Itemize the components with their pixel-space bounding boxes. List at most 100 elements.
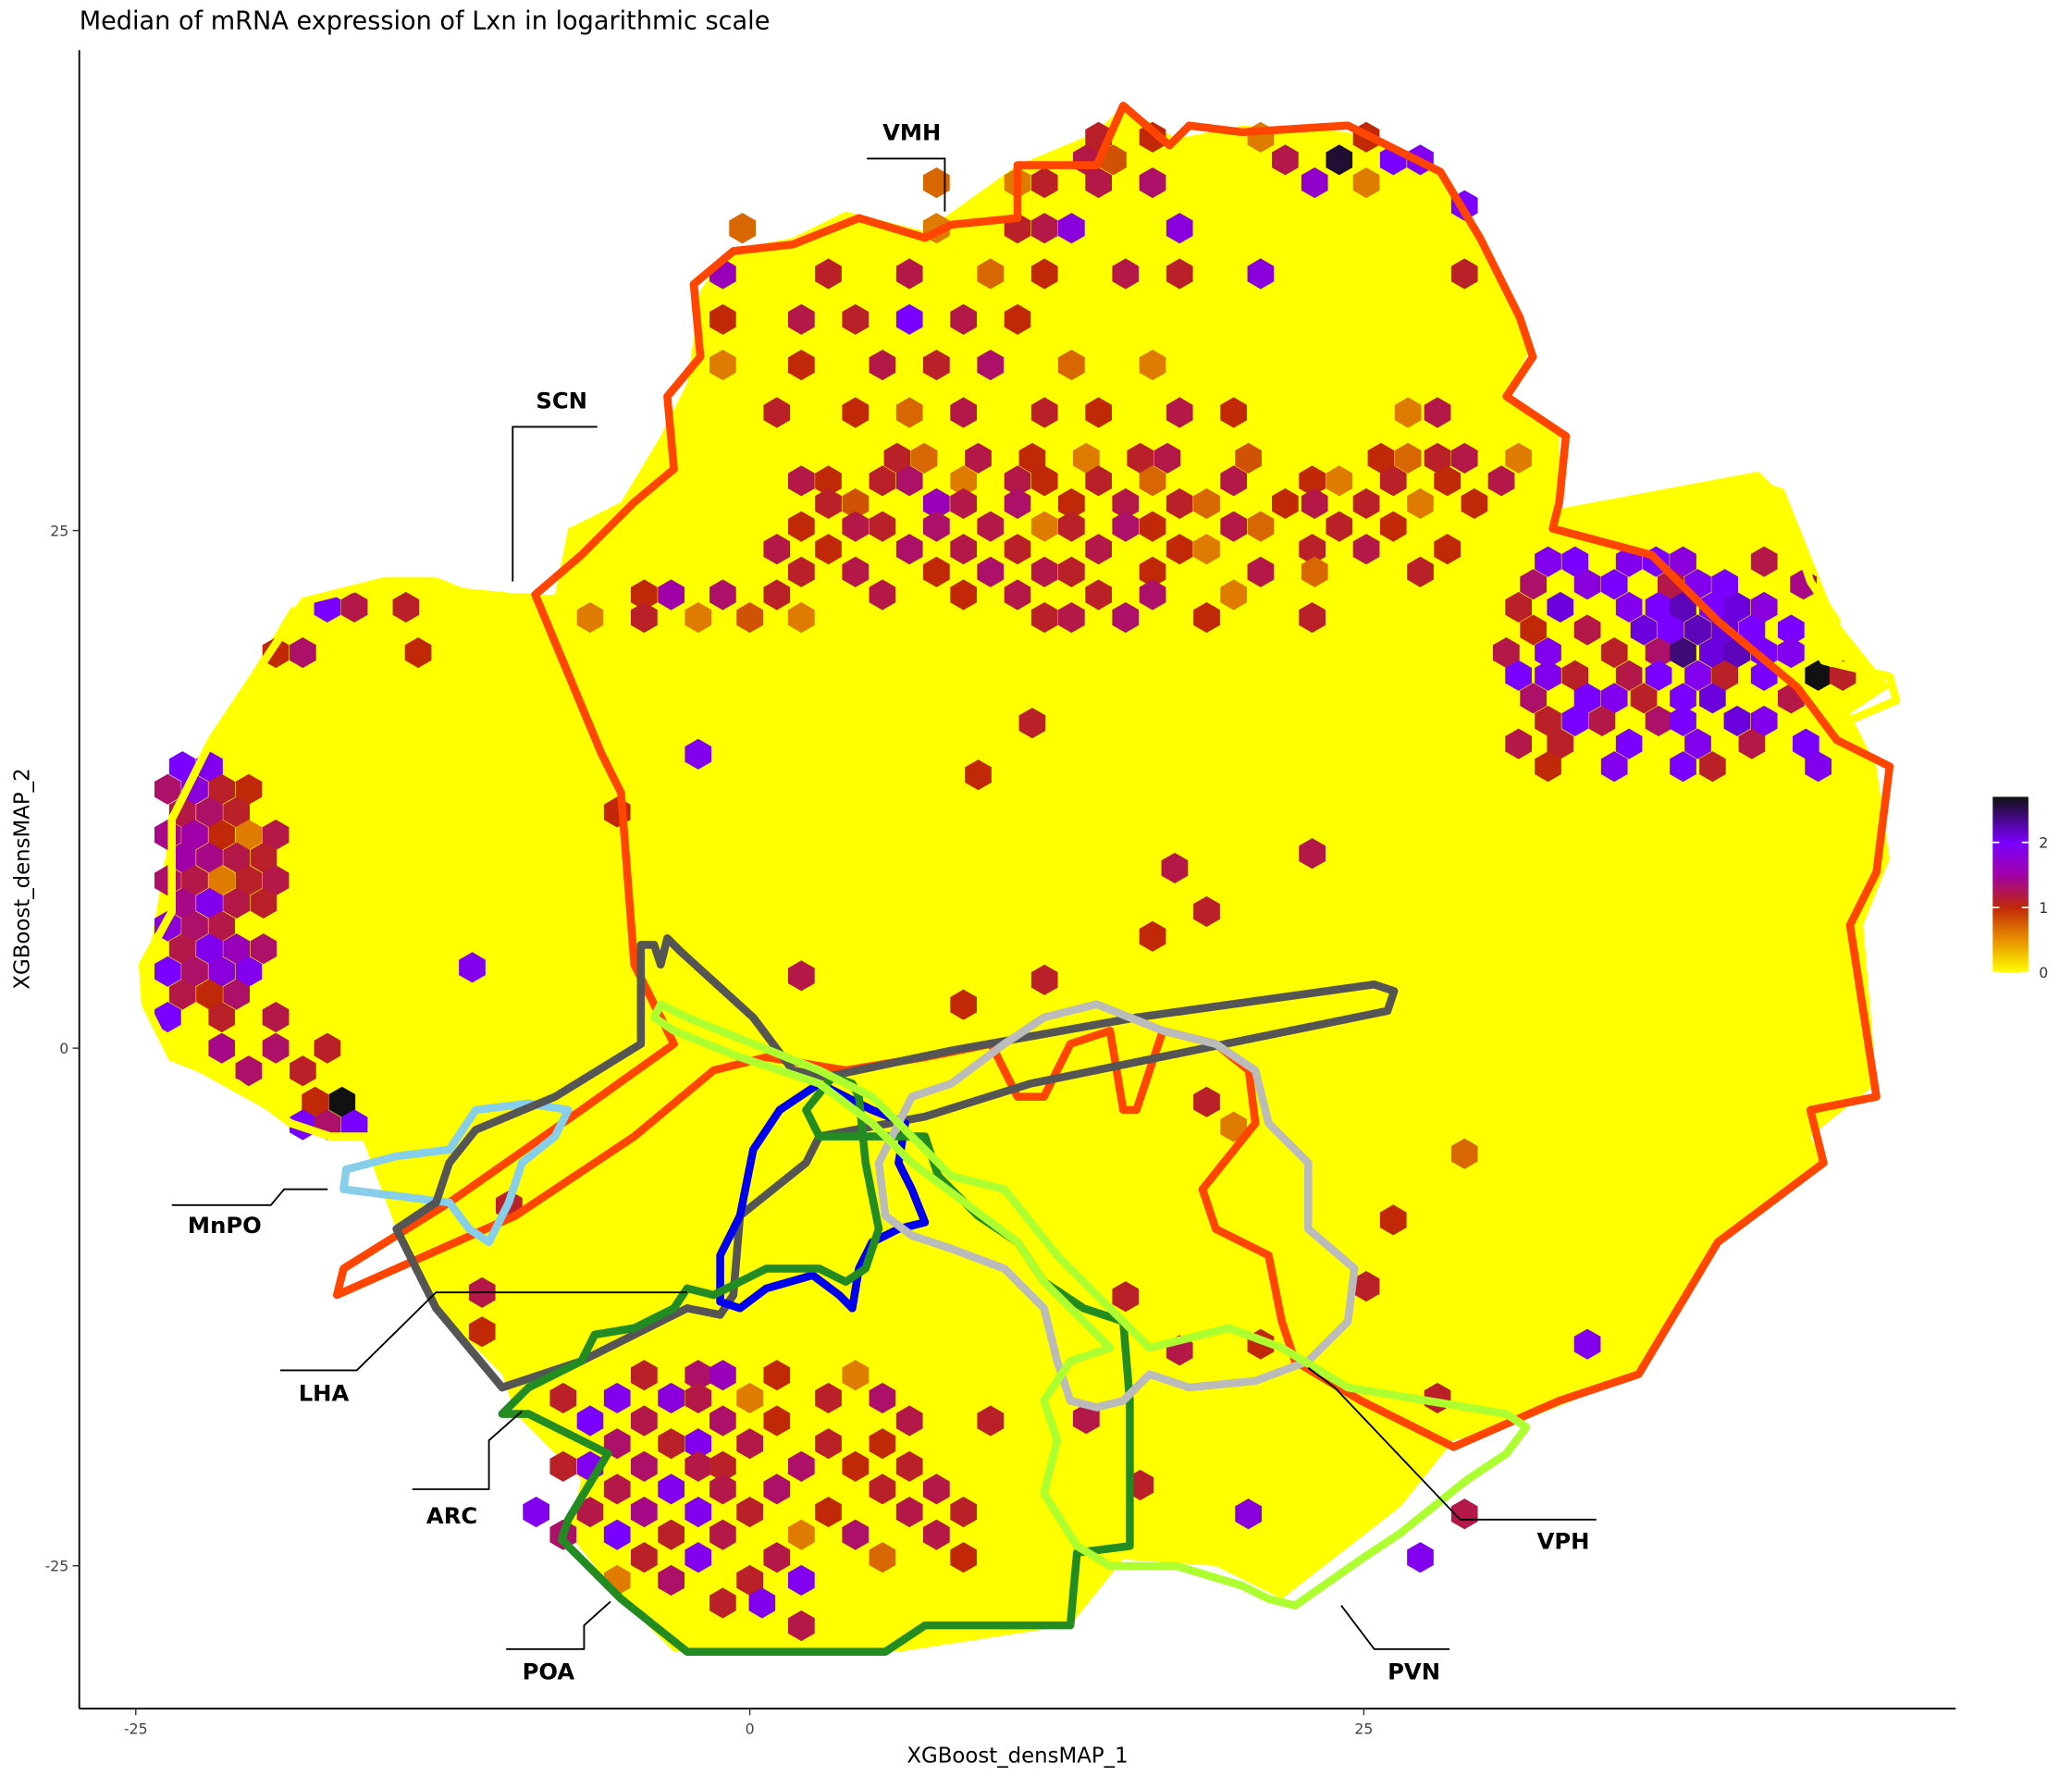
- hex-cell: [1645, 660, 1672, 691]
- hex-cell: [658, 1382, 684, 1413]
- hex-cell: [1505, 660, 1532, 691]
- hex-cell: [1547, 728, 1574, 759]
- region-label: SCN: [536, 387, 587, 413]
- hex-cell: [1588, 705, 1616, 736]
- hex-cell: [1004, 465, 1031, 497]
- hex-cell: [869, 579, 896, 610]
- hex-cell: [1193, 895, 1220, 928]
- hex-cell: [1547, 591, 1574, 623]
- hex-cell: [684, 738, 712, 770]
- chart-title: Median of mRNA expression of Lxn in loga…: [80, 6, 771, 35]
- hex-cell: [603, 1519, 631, 1550]
- hex-cell: [1658, 614, 1684, 646]
- hex-cell: [748, 1587, 776, 1619]
- hex-cell: [1450, 258, 1478, 290]
- hex-cell: [1778, 614, 1805, 646]
- hex-cell: [1299, 602, 1326, 634]
- hex-cell: [922, 511, 950, 542]
- hex-cell: [1535, 751, 1561, 783]
- hex-cell: [1326, 511, 1353, 542]
- hex-cell: [1711, 569, 1739, 600]
- hex-cell: [1166, 487, 1193, 519]
- hex-cell: [1073, 442, 1100, 474]
- hex-cell: [842, 303, 870, 335]
- hex-cell: [763, 1542, 791, 1573]
- hex-cell: [788, 602, 815, 634]
- hex-cell: [1699, 751, 1726, 783]
- hex-cell: [763, 579, 791, 610]
- hex-cell: [1030, 556, 1058, 587]
- hex-cell: [1450, 1498, 1478, 1530]
- hex-cell: [1699, 637, 1726, 669]
- hex-cell: [684, 1360, 712, 1391]
- hex-cell: [684, 1542, 712, 1573]
- hex-cell: [196, 933, 223, 965]
- hex-cell: [1193, 1086, 1220, 1117]
- hex-cell: [1520, 614, 1547, 646]
- hex-cell: [196, 796, 223, 828]
- hex-cell: [1561, 660, 1589, 691]
- hex-cell: [1670, 591, 1696, 623]
- hex-cell: [1367, 442, 1395, 474]
- hex-cell: [1600, 569, 1628, 600]
- hex-cell: [1153, 442, 1181, 474]
- hex-cell: [922, 1519, 950, 1550]
- hex-cell: [869, 1542, 896, 1573]
- hex-cell: [815, 465, 842, 497]
- hex-cell: [1434, 534, 1462, 565]
- hex-cell: [709, 303, 736, 335]
- hex-cell: [1272, 144, 1299, 176]
- hex-cell: [302, 1086, 328, 1117]
- hex-cell: [895, 1450, 923, 1482]
- hex-cell: [196, 842, 223, 873]
- hex-cell: [1684, 728, 1711, 759]
- hex-cell: [736, 1564, 763, 1596]
- hex-cell: [763, 397, 791, 428]
- hex-cell: [223, 979, 250, 1010]
- hex-cell: [1326, 144, 1353, 176]
- hex-cell: [223, 796, 250, 828]
- hex-cell: [1738, 728, 1766, 759]
- hex-cell: [1139, 920, 1166, 952]
- y-tick-label: 25: [50, 522, 68, 539]
- hex-cell: [603, 1382, 631, 1413]
- hex-cell: [1535, 546, 1561, 577]
- hex-cell: [1450, 1138, 1478, 1169]
- hex-cell: [1600, 683, 1628, 714]
- hex-cell: [208, 910, 235, 942]
- hex-cell: [576, 1497, 604, 1528]
- hex-cell: [208, 865, 235, 896]
- hex-cell: [869, 1382, 896, 1413]
- hex-cell: [1127, 442, 1154, 474]
- hex-cell: [1645, 705, 1672, 736]
- hex-cell: [922, 487, 950, 519]
- hex-cell: [1352, 534, 1380, 565]
- hex-cell: [763, 1405, 791, 1437]
- hex-cell: [1139, 579, 1166, 610]
- hex-cell: [549, 1450, 577, 1482]
- hex-cell: [1750, 705, 1778, 736]
- hex-cell: [729, 213, 757, 244]
- x-tick-label: 25: [1354, 1720, 1373, 1737]
- colorbar-tick-label: 2: [2039, 833, 2048, 851]
- hex-cell: [788, 1564, 815, 1596]
- hex-cell: [1805, 751, 1832, 783]
- hex-cell: [736, 1428, 763, 1460]
- hex-cell: [631, 1405, 658, 1437]
- hex-cell: [1058, 350, 1085, 381]
- hex-cell: [1805, 660, 1832, 691]
- y-tick-label: 0: [59, 1040, 68, 1057]
- hex-cell: [1004, 534, 1031, 565]
- hex-cell: [1450, 442, 1478, 474]
- hex-cell: [523, 1497, 549, 1528]
- hex-cell: [1004, 303, 1031, 335]
- hex-cell: [922, 167, 950, 199]
- hex-cell: [736, 1382, 763, 1413]
- hex-cell: [842, 1360, 870, 1391]
- hex-cell: [1573, 569, 1601, 600]
- hex-cell: [658, 1519, 684, 1550]
- hex-cell: [1379, 511, 1407, 542]
- region-label: PVN: [1388, 1659, 1440, 1685]
- colorbar-tick-label: 0: [2039, 964, 2048, 981]
- hex-cell: [1573, 1328, 1601, 1360]
